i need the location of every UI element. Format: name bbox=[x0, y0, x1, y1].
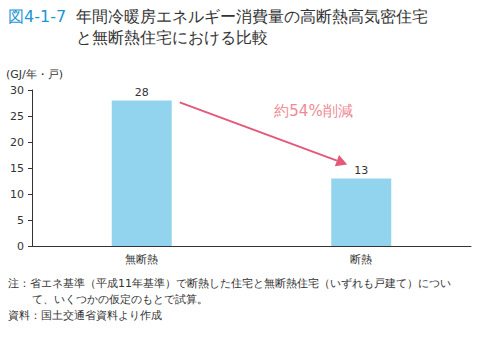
svg-text:15: 15 bbox=[10, 162, 24, 175]
html-text:資料：国土交通省資料より作成: 資料：国土交通省資料より作成 bbox=[8, 309, 162, 322]
svg-text:無断熱: 無断熱 bbox=[125, 253, 158, 266]
html-text:図4-1-7: 図4-1-7 bbox=[8, 7, 67, 26]
svg-text:0: 0 bbox=[17, 240, 24, 253]
svg-text:(GJ/年・戸): (GJ/年・戸) bbox=[6, 68, 63, 81]
html-text:注：省エネ基準（平成11年基準）で断熱した住宅と無断熱住宅（: 注：省エネ基準（平成11年基準）で断熱した住宅と無断熱住宅（いずれも戸建て）につ… bbox=[8, 277, 451, 306]
svg-text:28: 28 bbox=[135, 86, 149, 99]
svg-text:20: 20 bbox=[10, 136, 24, 149]
svg-text:30: 30 bbox=[10, 84, 24, 97]
svg-text:断熱: 断熱 bbox=[350, 253, 372, 266]
svg-text:10: 10 bbox=[10, 188, 24, 201]
html-text:年間冷暖房エネルギー消費量の高断熱高気密住宅と無断熱住宅にお: 年間冷暖房エネルギー消費量の高断熱高気密住宅と無断熱住宅における比較 bbox=[76, 7, 429, 47]
svg-text:13: 13 bbox=[354, 164, 368, 177]
svg-text:約54%削減: 約54%削減 bbox=[274, 102, 352, 120]
svg-text:25: 25 bbox=[10, 110, 24, 123]
svg-text:5: 5 bbox=[17, 214, 24, 227]
